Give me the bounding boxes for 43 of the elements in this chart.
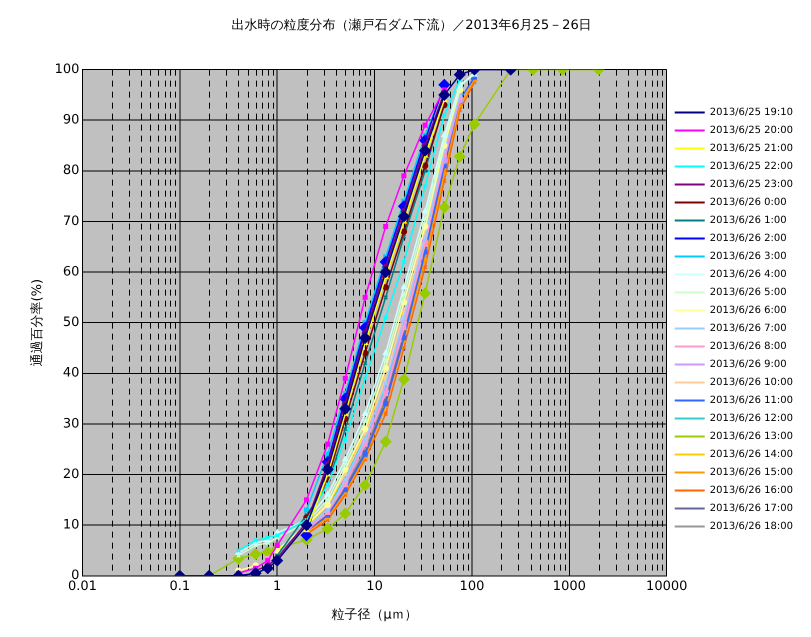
- y-tick-label: 30: [62, 416, 80, 432]
- legend-label: 2013/6/26 13:00: [710, 431, 794, 442]
- legend-label: 2013/6/26 5:00: [710, 287, 787, 298]
- legend-label: 2013/6/25 21:00: [710, 143, 794, 154]
- y-tick-label: 80: [62, 163, 80, 178]
- y-tick-label: 10: [62, 518, 80, 533]
- x-tick-label: 10000: [646, 578, 688, 594]
- legend-label: 2013/6/26 4:00: [710, 269, 787, 280]
- legend-label: 2013/6/26 7:00: [710, 323, 787, 334]
- legend-label: 2013/6/26 2:00: [710, 233, 787, 244]
- legend-label: 2013/6/26 16:00: [710, 485, 794, 496]
- legend-label: 2013/6/26 15:00: [710, 467, 794, 478]
- legend-label: 2013/6/25 22:00: [710, 161, 794, 172]
- y-tick-label: 60: [62, 264, 80, 280]
- legend-label: 2013/6/26 18:00: [710, 521, 794, 532]
- y-tick-label: 50: [62, 315, 80, 330]
- legend-label: 2013/6/25 23:00: [710, 179, 794, 190]
- y-tick-label: 90: [62, 112, 80, 128]
- legend-label: 2013/6/26 6:00: [710, 305, 787, 316]
- y-tick-label: 70: [62, 214, 80, 229]
- x-axis-title: 粒子径（μｍ）: [331, 608, 418, 623]
- legend-label: 2013/6/26 8:00: [710, 341, 787, 352]
- legend-label: 2013/6/25 20:00: [710, 125, 794, 136]
- y-axis-title: 通過百分率(%): [29, 278, 46, 366]
- legend-label: 2013/6/26 17:00: [710, 503, 794, 514]
- legend-label: 2013/6/26 14:00: [710, 449, 794, 460]
- chart-title: 出水時の粒度分布（瀬戸石ダム下流）／2013年6月25－26日: [231, 17, 592, 34]
- legend-label: 2013/6/26 0:00: [710, 197, 787, 208]
- x-tick-label: 10: [366, 578, 383, 594]
- legend-label: 2013/6/25 19:10: [710, 107, 794, 118]
- x-tick-label: 1000: [552, 578, 586, 594]
- legend-label: 2013/6/26 12:00: [710, 413, 794, 424]
- y-tick-label: 40: [62, 366, 80, 381]
- legend-label: 2013/6/26 3:00: [710, 251, 787, 262]
- x-tick-label: 100: [460, 578, 484, 594]
- legend-label: 2013/6/26 1:00: [710, 215, 787, 226]
- legend-label: 2013/6/26 9:00: [710, 359, 787, 370]
- y-tick-label: 100: [54, 62, 80, 77]
- y-tick-label: 20: [62, 466, 80, 482]
- legend-label: 2013/6/26 11:00: [710, 395, 794, 406]
- x-tick-label: 0.1: [169, 578, 190, 594]
- x-tick-label: 1: [273, 578, 282, 594]
- legend-label: 2013/6/26 10:00: [710, 377, 794, 388]
